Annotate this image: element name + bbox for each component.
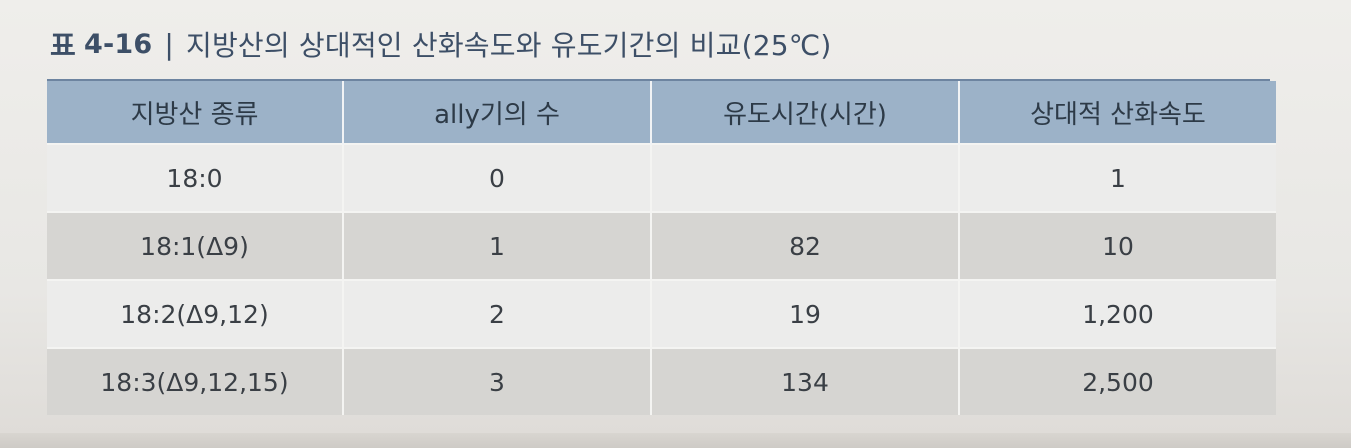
header-row: 지방산 종류 ally기의 수 유도시간(시간) 상대적 산화속도 [47, 81, 1276, 144]
caption-separator: | [164, 28, 174, 61]
cell-induction-time: 134 [651, 348, 959, 415]
cell-induction-time: 19 [651, 280, 959, 348]
table-row: 18:3(Δ9,12,15) 3 134 2,500 [47, 348, 1276, 415]
cell-induction-time [651, 144, 959, 212]
cell-fatty-acid-type: 18:1(Δ9) [47, 212, 343, 280]
cell-relative-oxidation-rate: 1,200 [959, 280, 1276, 348]
cell-relative-oxidation-rate: 2,500 [959, 348, 1276, 415]
cell-induction-time: 82 [651, 212, 959, 280]
header-allyl-count: ally기의 수 [343, 81, 651, 144]
table-caption: 표 4-16 | 지방산의 상대적인 산화속도와 유도기간의 비교(25℃) [50, 24, 832, 64]
cell-fatty-acid-type: 18:3(Δ9,12,15) [47, 348, 343, 415]
cell-fatty-acid-type: 18:2(Δ9,12) [47, 280, 343, 348]
table-header: 지방산 종류 ally기의 수 유도시간(시간) 상대적 산화속도 [47, 81, 1276, 144]
header-induction-time: 유도시간(시간) [651, 81, 959, 144]
table-row: 18:1(Δ9) 1 82 10 [47, 212, 1276, 280]
header-relative-oxidation-rate: 상대적 산화속도 [959, 81, 1276, 144]
table-row: 18:0 0 1 [47, 144, 1276, 212]
page-bottom-edge [0, 433, 1351, 448]
caption-number: 4-16 [84, 29, 152, 60]
comparison-table: 지방산 종류 ally기의 수 유도시간(시간) 상대적 산화속도 18:0 0… [47, 79, 1270, 405]
fatty-acid-table: 지방산 종류 ally기의 수 유도시간(시간) 상대적 산화속도 18:0 0… [47, 81, 1276, 415]
cell-allyl-count: 0 [343, 144, 651, 212]
cell-relative-oxidation-rate: 10 [959, 212, 1276, 280]
table-body: 18:0 0 1 18:1(Δ9) 1 82 10 18:2(Δ9,12) 2 … [47, 144, 1276, 415]
cell-fatty-acid-type: 18:0 [47, 144, 343, 212]
cell-relative-oxidation-rate: 1 [959, 144, 1276, 212]
caption-label: 표 [50, 24, 76, 64]
table-row: 18:2(Δ9,12) 2 19 1,200 [47, 280, 1276, 348]
cell-allyl-count: 3 [343, 348, 651, 415]
caption-title: 지방산의 상대적인 산화속도와 유도기간의 비교(25℃) [186, 24, 832, 64]
cell-allyl-count: 1 [343, 212, 651, 280]
header-fatty-acid-type: 지방산 종류 [47, 81, 343, 144]
cell-allyl-count: 2 [343, 280, 651, 348]
